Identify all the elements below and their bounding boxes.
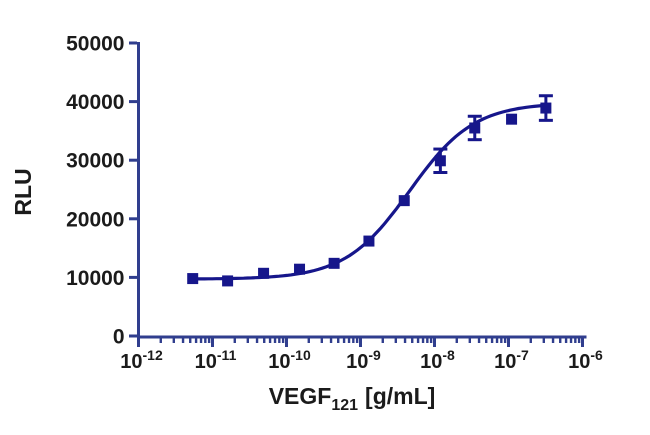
data-point-marker xyxy=(363,235,375,247)
x-axis-title-subscript: 121 xyxy=(331,397,358,414)
x-tick-label: 10-6 xyxy=(568,347,603,373)
axis-tick-labels: 0 10000 20000 30000 40000 50000 10-12 10-11 10-1… xyxy=(66,33,603,374)
x-axis-title-units: [g/mL] xyxy=(365,383,435,409)
y-tick-label: 30000 xyxy=(66,150,124,173)
data-points xyxy=(187,102,552,287)
data-point-marker xyxy=(328,257,340,269)
y-tick-label: 50000 xyxy=(66,33,124,56)
y-tick-label: 40000 xyxy=(66,91,124,114)
x-tick-label: 10-9 xyxy=(346,347,381,373)
data-point-marker xyxy=(294,263,306,275)
axis-ticks xyxy=(129,41,584,347)
x-tick-label: 10-12 xyxy=(120,347,163,373)
y-tick-label: 0 xyxy=(113,326,125,349)
data-point-marker xyxy=(469,122,481,134)
axes xyxy=(137,42,587,339)
data-point-marker xyxy=(258,267,270,279)
y-axis-title: RLU xyxy=(10,168,36,215)
data-point-marker xyxy=(187,273,199,285)
fit-curve xyxy=(191,103,548,281)
fit-curve-path xyxy=(191,103,548,281)
data-point-marker xyxy=(222,275,234,287)
data-point-marker xyxy=(506,113,518,125)
x-tick-label: 10-7 xyxy=(494,347,529,373)
y-tick-label: 20000 xyxy=(66,208,124,231)
data-point-marker xyxy=(540,102,552,114)
x-tick-label: 10-11 xyxy=(195,347,237,373)
x-tick-label: 10-10 xyxy=(268,347,311,373)
error-bars xyxy=(433,94,553,175)
x-tick-label: 10-8 xyxy=(420,347,455,373)
y-tick-label: 10000 xyxy=(66,267,124,290)
x-axis-title-main: VEGF xyxy=(269,383,332,409)
data-point-marker xyxy=(434,155,446,167)
data-point-marker xyxy=(398,195,410,207)
x-axis-title: VEGF121 [g/mL] xyxy=(269,383,436,414)
